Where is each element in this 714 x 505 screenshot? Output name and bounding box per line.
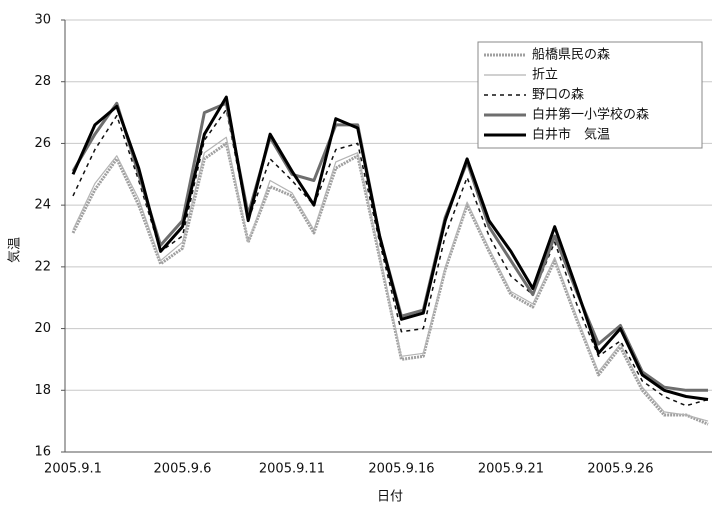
x-axis-label: 日付	[377, 490, 403, 505]
x-tick-label: 2005.9.16	[368, 462, 434, 477]
x-tick-label: 2005.9.26	[587, 462, 653, 477]
y-tick-label: 26	[34, 136, 51, 151]
x-tick-label: 2005.9.21	[478, 462, 544, 477]
legend-label: 白井市 気温	[532, 127, 610, 143]
legend-label: 野口の森	[532, 88, 584, 103]
y-tick-label: 20	[34, 321, 51, 336]
legend-box	[477, 41, 703, 149]
y-tick-label: 18	[34, 383, 51, 398]
series-line	[71, 141, 709, 426]
y-tick-label: 28	[34, 74, 51, 89]
y-axis-label: 気温	[7, 237, 23, 263]
legend-label: 折立	[532, 68, 558, 83]
x-tick-label: 2005.9.11	[259, 462, 325, 477]
y-tick-label: 30	[34, 13, 51, 28]
series-line	[71, 95, 709, 401]
series-line	[72, 136, 709, 422]
x-tick-label: 2005.9.1	[44, 462, 102, 477]
series-line	[72, 108, 709, 407]
y-tick-label: 24	[34, 198, 51, 213]
y-tick-label: 22	[34, 259, 51, 274]
x-tick-label: 2005.9.6	[154, 462, 212, 477]
legend-label: 船橋県民の森	[532, 48, 610, 63]
legend-label: 白井第一小学校の森	[532, 107, 649, 123]
y-tick-label: 16	[34, 445, 51, 460]
